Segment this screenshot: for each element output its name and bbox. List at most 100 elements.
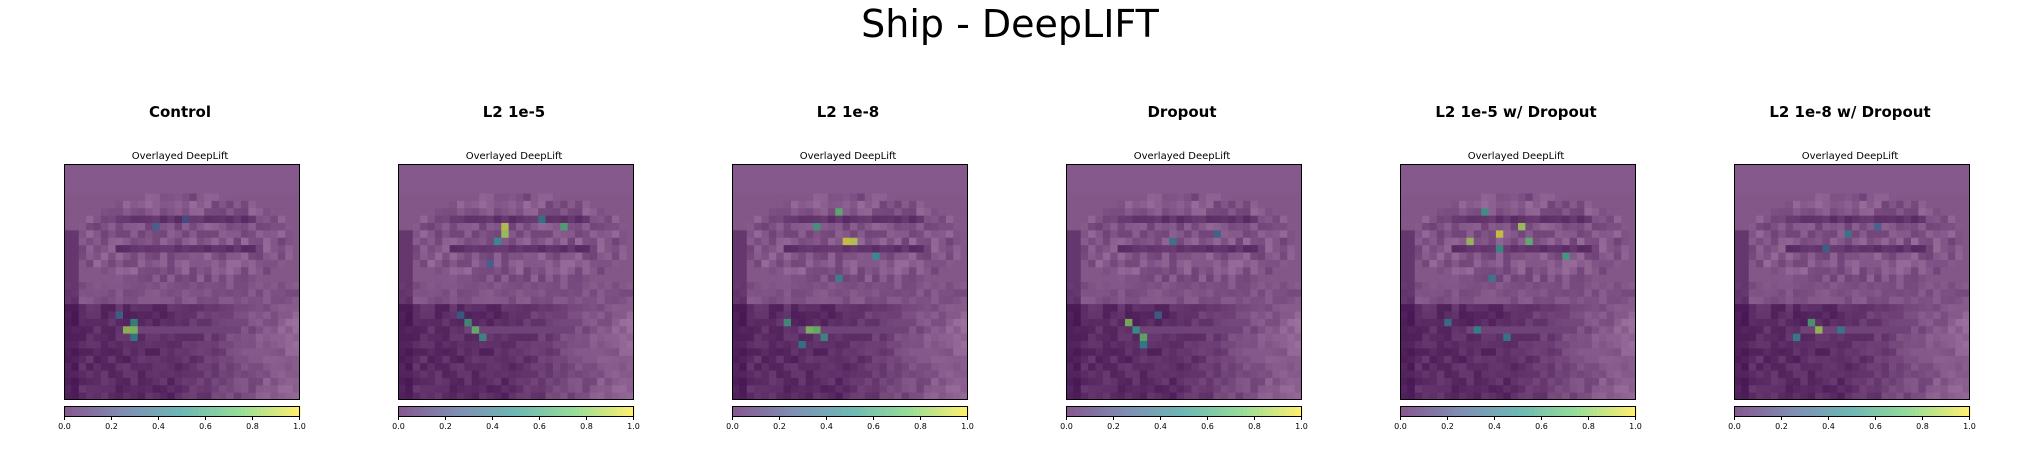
heatmap-cell [1139,348,1148,357]
heatmap-cell [960,267,968,276]
colorbar-segment [1117,406,1122,417]
heatmap-cell [270,370,279,379]
heatmap-cell [457,230,465,239]
colorbar-segment [830,406,835,417]
heatmap-cell [1132,245,1141,253]
heatmap-cell [575,208,583,217]
heatmap-cell [78,274,87,283]
heatmap-cell [1088,193,1096,202]
heatmap-cell [886,392,895,400]
heatmap-cell [449,363,458,371]
heatmap-cell [901,186,910,194]
heatmap-cell [768,304,777,312]
heatmap-cell [582,363,591,371]
heatmap-cell [776,223,785,231]
heatmap-cell [241,304,249,312]
heatmap-cell [115,164,124,172]
heatmap-cell [1257,282,1266,290]
heatmap-cell [567,237,576,246]
heatmap-cell [167,200,176,209]
heatmap-cell [1073,208,1082,217]
heatmap-cell [560,171,569,180]
heatmap-cell [827,363,836,371]
heatmap-cell [1169,318,1178,327]
heatmap-cell [791,245,799,253]
heatmap-cell [270,333,279,342]
heatmap-cell [916,200,925,209]
heatmap-cell [508,311,517,320]
heatmap-cell [1220,363,1229,371]
heatmap-cell [174,377,183,386]
heatmap-cell [1606,164,1615,172]
heatmap-cell [1279,237,1288,246]
heatmap-cell [486,186,495,194]
heatmap-cell [545,223,554,231]
attribution-cell [1169,237,1178,246]
heatmap-cell [1584,289,1593,298]
heatmap-cell [248,200,257,209]
heatmap-cell [405,348,414,357]
heatmap-cell [1161,355,1170,364]
heatmap-cell [732,296,740,305]
heatmap-cell [597,252,605,261]
attribution-cell [1213,230,1222,239]
heatmap-cell [1495,215,1504,224]
heatmap-cell [100,237,109,246]
heatmap-cell [916,237,925,246]
heatmap-cell [530,318,539,327]
heatmap-cell [412,230,421,239]
heatmap-cell [226,252,235,261]
heatmap-cell [1422,274,1430,283]
heatmap-cell [1102,164,1111,172]
heatmap-cell [923,164,932,172]
heatmap-cell [820,230,829,239]
heatmap-cell [1473,267,1482,276]
heatmap-cell [1117,164,1126,172]
heatmap-cell [732,318,740,327]
heatmap-cell [218,370,227,379]
heatmap-cell [604,333,613,342]
colorbar-segment [119,406,124,417]
heatmap-cell [1073,171,1082,180]
heatmap-cell [241,178,249,187]
heatmap-cell [86,274,94,283]
heatmap-cell [100,392,109,400]
heatmap-cell [1451,289,1460,298]
heatmap-cell [255,215,264,224]
heatmap-cell [226,311,235,320]
heatmap-cell [1117,333,1126,342]
heatmap-cell [938,304,947,312]
heatmap-cell [285,245,294,253]
heatmap-cell [938,282,947,290]
heatmap-cell [567,230,576,239]
heatmap-cell [805,200,814,209]
heatmap-cell [71,311,80,320]
heatmap-cell [167,274,176,283]
heatmap-cell [226,267,235,276]
heatmap-cell [872,237,880,246]
heatmap-cell [835,245,844,253]
heatmap-cell [1161,245,1170,253]
colorbar-segment [1152,406,1157,417]
heatmap-cell [145,341,153,349]
heatmap-cell [1279,171,1288,180]
heatmap-cell [768,355,777,364]
heatmap-cell [486,363,495,371]
heatmap-cell [1547,259,1556,268]
heatmap-cell [530,230,539,239]
colorbar-segment [936,406,941,417]
heatmap-cell [1294,164,1302,172]
heatmap-cell [1235,215,1244,224]
heatmap-cell [909,215,917,224]
heatmap-cell [1577,223,1585,231]
heatmap-cell [1139,311,1148,320]
heatmap-cell [552,193,561,202]
heatmap-cell [1554,245,1563,253]
heatmap-cell [1554,230,1563,239]
heatmap-cell [115,200,124,209]
attribution-cell [1525,237,1534,246]
heatmap-cell [938,311,947,320]
heatmap-cell [115,341,124,349]
heatmap-cell [923,318,932,327]
heatmap-cell [820,267,829,276]
